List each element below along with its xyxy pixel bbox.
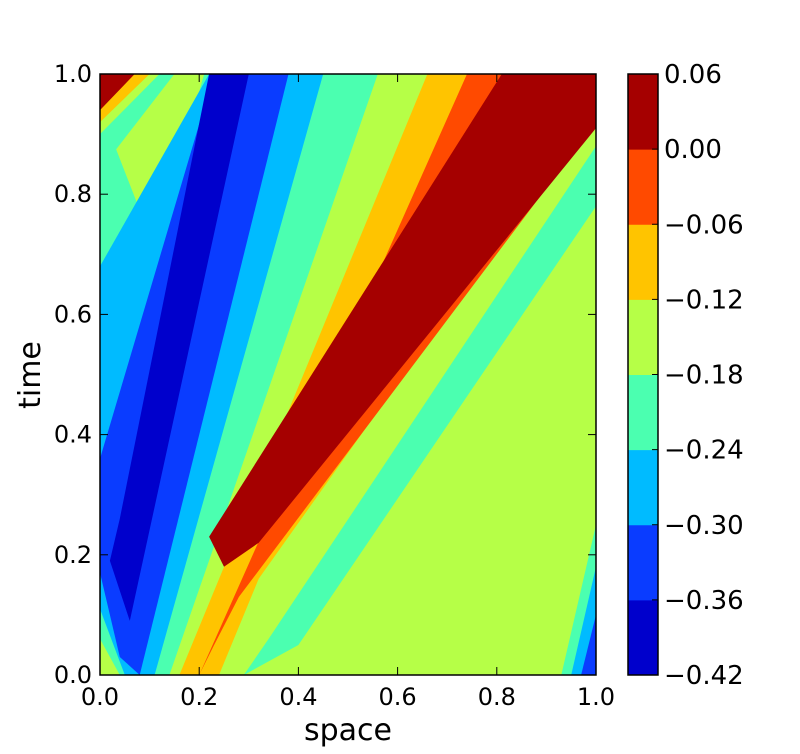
y-axis-label: time	[13, 341, 48, 409]
colorbar-tick-label: −0.24	[664, 436, 744, 466]
contour-region	[209, 74, 596, 567]
colorbar-tick-label: −0.30	[664, 511, 744, 541]
y-tick-label: 0.8	[54, 180, 92, 208]
colorbar-tick-label: 0.00	[664, 135, 722, 165]
colorbar-swatch	[628, 449, 658, 526]
colorbar-tick-label: −0.42	[664, 661, 744, 691]
y-tick-label: 1.0	[54, 60, 92, 88]
contour-region	[100, 74, 135, 111]
colorbar-swatch	[628, 74, 658, 150]
plot-area	[99, 73, 597, 676]
colorbar-tick-label: −0.12	[664, 285, 744, 315]
colorbar-tick-label: 0.06	[664, 60, 722, 90]
contour-fills	[100, 74, 596, 675]
x-axis-label: space	[304, 713, 392, 748]
axes: 0.00.0 0.2 0.2 0.4 0.4 0.6 0.6 0.8 0.8 1.0 1.0	[54, 60, 615, 711]
y-tick-label: 0.2	[54, 541, 92, 569]
colorbar-tick-label: −0.36	[664, 586, 744, 616]
x-tick-label: 0.6	[379, 683, 417, 711]
plot-frame	[99, 73, 597, 676]
colorbar-swatch	[628, 299, 658, 375]
y-tick-label: 0.4	[54, 421, 92, 449]
contour-region	[100, 74, 175, 171]
y-tick-label: 0.6	[54, 300, 92, 328]
x-tick-label: 1.0	[577, 683, 615, 711]
x-tick-label: 0.8	[478, 683, 516, 711]
y-tick-label: 0.0	[54, 661, 92, 689]
colorbar: −0.42 −0.36 −0.30 −0.24 −0.18 −0.12 −0.06 0.00 0…	[627, 60, 744, 691]
x-tick-label: 0.0	[81, 683, 119, 711]
colorbar-swatch	[628, 524, 658, 601]
colorbar-swatch	[628, 374, 658, 451]
contour-region	[581, 614, 596, 675]
colorbar-swatch	[628, 599, 658, 676]
x-tick-label: 0.4	[279, 683, 317, 711]
colorbar-swatch	[628, 149, 658, 225]
colorbar-tick-label: −0.06	[664, 210, 744, 240]
x-tick-label: 0.2	[180, 683, 218, 711]
contour-region	[109, 74, 249, 621]
colorbar-tick-label: −0.18	[664, 361, 744, 391]
colorbar-swatch	[628, 224, 658, 300]
